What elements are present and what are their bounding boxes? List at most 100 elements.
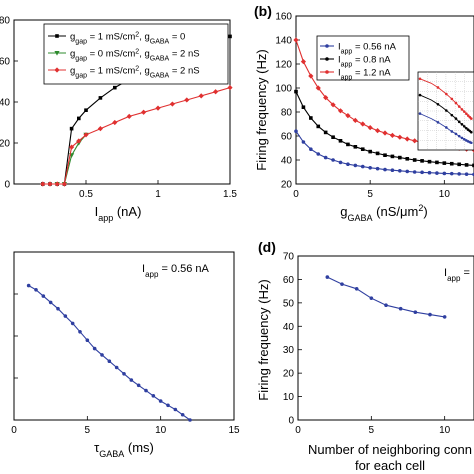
panel-b-legend-marker [325, 57, 329, 61]
panel-b-data-point [323, 130, 328, 135]
panel-b-data-point [383, 153, 387, 157]
panel-b-data-point [398, 155, 402, 160]
panel-b-inset-point [465, 126, 468, 130]
panel-a-plot: 0.5 1 1.5 0 20 40 60 80 ggap = 1 mS/cm2, gGABA … [0, 16, 237, 224]
panel-b-xtick-label: 5 [367, 189, 373, 200]
panel-b-inset-point [460, 123, 464, 126]
panel-a-xtick-label: 0.5 [79, 189, 93, 200]
panel-c-data-point [85, 338, 90, 343]
panel-d-data-point [413, 310, 418, 315]
panel-a-data-point [126, 113, 132, 119]
panel-d-ticks: 0 5 10 0 10 20 30 40 50 60 70 [283, 252, 451, 437]
panel-a-data-point [54, 181, 60, 187]
panel-d-ytick-label: 40 [283, 322, 295, 333]
panel-c-frame [13, 251, 235, 421]
panel-b-data-point [412, 158, 417, 162]
panel-c-data-point [129, 378, 134, 382]
panel-d-ytick-label: 70 [283, 252, 295, 263]
panel-b-data-point [294, 129, 298, 133]
panel-a-xtick-label: 1.5 [223, 189, 237, 200]
panel-b-inset-point [454, 101, 458, 105]
panel-b-letter: (b) [254, 3, 272, 19]
panel-b-data-point [374, 128, 381, 134]
panel-b-frame [295, 15, 474, 185]
panel-d-series [325, 275, 447, 319]
panel-c-xlabel: τGABA (ms) [94, 440, 154, 459]
panel-a-ytick-label: 20 [0, 139, 10, 150]
panel-b-inset-point [463, 125, 466, 128]
panel-a-legend-label: ggap = 0 mS/cm2, gGABA = 2 nS [70, 48, 200, 62]
panel-b-data-point [375, 166, 380, 171]
panel-b-data-point [375, 151, 380, 156]
panel-b-inset-point [418, 77, 422, 81]
panel-b-data-point [435, 160, 439, 165]
panel-a-legend-label: ggap = 1 mS/cm2, gGABA = 2 nS [70, 65, 200, 79]
panel-b-data-point [368, 149, 372, 154]
panel-b-ytick-label: 40 [281, 156, 293, 167]
panel-d-ytick-label: 20 [283, 369, 295, 380]
panel-d-data-point [340, 282, 344, 286]
panel-b-ytick-label: 120 [275, 60, 292, 71]
panel-b-data-point [309, 116, 313, 120]
panel-b-inset-point [436, 103, 440, 106]
panel-b-data-point [442, 161, 447, 165]
panel-b-data-point [308, 73, 314, 79]
panel-a-data-point [198, 93, 204, 99]
panel-b-inset-point [450, 97, 454, 101]
panel-b-data-point [360, 164, 365, 169]
panel-b-inset-point [457, 134, 461, 138]
panel-b-data-point [367, 125, 373, 131]
panel-b-data-point [449, 171, 454, 176]
panel-b-inset-point [445, 126, 448, 129]
panel-b-xlabel: gGABA (nS/μm2) [340, 203, 427, 223]
panel-b-data-point [323, 155, 328, 160]
panel-c-plot: 0 5 10 15 Iapp = 0.56 nA τGABA (ms) [11, 251, 240, 459]
panel-c-data-point [144, 388, 148, 393]
panel-d-data-point [354, 287, 359, 291]
panel-c-data-point [26, 283, 31, 288]
panel-a-ytick-label: 0 [4, 180, 10, 191]
panel-b-data-point [389, 132, 396, 138]
panel-b-data-point [360, 147, 365, 151]
panel-b-data-point [293, 37, 299, 43]
panel-a-data-point [47, 181, 53, 187]
panel-b-ticks: 0 5 10 20 40 60 80 100 120 140 160 [275, 12, 450, 201]
panel-d-xtick-label: 0 [295, 425, 301, 436]
panel-d-ytick-label: 60 [283, 275, 295, 286]
panel-b-inset-point [463, 138, 466, 141]
panel-b-data-point [346, 142, 350, 147]
panel-d-xlabel: Number of neighboring conn [308, 442, 472, 457]
panel-b-xtick-label: 0 [293, 189, 299, 200]
panel-b-inset-point [460, 136, 464, 140]
panel-b-inset-point [436, 121, 440, 124]
panel-c-data-point [92, 346, 97, 351]
panel-b-data-point [464, 172, 469, 176]
panel-a-data-point [98, 96, 103, 100]
panel-b-inset-point [445, 92, 448, 96]
panel-c-data-point [188, 418, 192, 422]
panel-c-data-point [78, 330, 82, 334]
panel-b-data-point [331, 158, 335, 162]
panel-b-data-point [316, 152, 321, 156]
panel-c-data-point [107, 359, 112, 364]
panel-a-legend-marker [54, 51, 60, 56]
panel-b-data-point [457, 172, 461, 176]
panel-b-data-point [442, 171, 447, 176]
panel-b-data-point [301, 105, 306, 109]
panel-b-data-point [412, 138, 418, 144]
panel-a-data-point [77, 116, 81, 121]
panel-c-data-point [173, 407, 178, 412]
panel-a-legend-marker [55, 34, 59, 38]
panel-c-data-point [180, 412, 185, 417]
panel-c-data-point [166, 403, 170, 408]
panel-a-data-point [227, 85, 233, 91]
panel-b-inset-point [418, 112, 422, 115]
panel-a-ytick-label: 40 [0, 98, 10, 109]
panel-a-legend-marker [54, 67, 60, 73]
panel-b-data-point [353, 145, 358, 149]
panel-b-data-point [331, 135, 335, 139]
panel-b-data-point [368, 166, 372, 170]
panel-a-data-point [76, 138, 82, 144]
